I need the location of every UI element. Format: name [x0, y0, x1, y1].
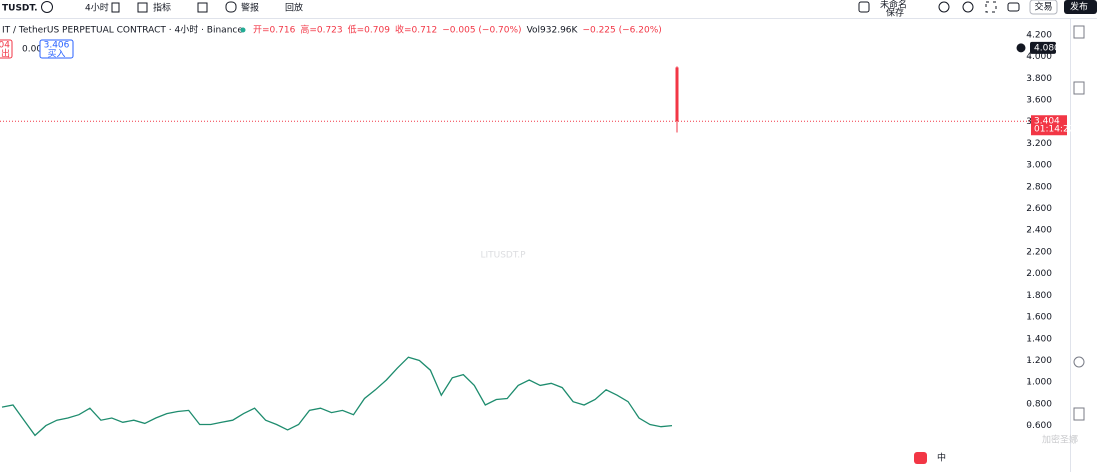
lang[interactable]: 中 [937, 452, 946, 464]
legend-item: 收=0.712 [395, 24, 437, 36]
chart-type-icon[interactable] [111, 2, 120, 13]
y-tick-label: 1.600 [1026, 313, 1052, 323]
author-watermark: 加密圣娜 [1042, 434, 1078, 446]
indicator-icon[interactable] [137, 2, 148, 13]
y-tick-label: 0.600 [1026, 421, 1052, 431]
y-tick-label: 1.400 [1026, 334, 1052, 344]
layout-status: 保存 [886, 7, 904, 19]
trade-button[interactable] [1029, 0, 1058, 15]
candle-body [675, 67, 679, 122]
y-tick-label: 3.600 [1026, 95, 1052, 105]
spread: 0.002 [22, 45, 48, 55]
y-tick-label: 1.800 [1026, 291, 1052, 301]
high-marker-badge [1030, 41, 1056, 54]
y-tick-label: 4.200 [1026, 30, 1052, 40]
legend-item: −0.005 (−0.70%) [442, 26, 521, 36]
publish[interactable]: 发布 [1070, 1, 1088, 13]
layout-name[interactable]: 未命名 [880, 0, 907, 11]
sidebar-icon[interactable] [1073, 356, 1085, 368]
y-tick-label: 1.200 [1026, 356, 1052, 366]
legend-item: 低=0.709 [348, 24, 391, 36]
high-marker-icon [1016, 43, 1026, 53]
sidebar-icon[interactable] [1073, 25, 1085, 39]
y-tick-label: 0.800 [1026, 399, 1052, 409]
y-tick-label: 2.200 [1026, 247, 1052, 257]
sidebar-icon[interactable] [1073, 81, 1085, 95]
buy-button[interactable] [39, 39, 74, 59]
buy-label[interactable]: 买入 [47, 49, 65, 60]
replay[interactable]: 回放 [285, 2, 303, 14]
search-icon[interactable] [938, 1, 950, 13]
y-tick-label: 2.800 [1026, 182, 1052, 192]
interval[interactable]: 4小时 [85, 2, 109, 14]
price-line [1, 356, 673, 437]
y-tick-label: 4.000 [1026, 52, 1052, 62]
buy-price[interactable]: 3.406 [44, 41, 70, 51]
sell-button[interactable] [0, 39, 13, 59]
symbol-watermark: LITUSDT.P [480, 251, 526, 261]
trade[interactable]: 交易 [1034, 1, 1052, 13]
fullscreen-icon[interactable] [985, 1, 997, 13]
legend-title: IT / TetherUS PERPETUAL CONTRACT · 4小时 ·… [2, 24, 243, 36]
logo [914, 452, 927, 464]
countdown: 01:14:22 [1034, 125, 1074, 135]
y-tick-label: 2.000 [1026, 269, 1052, 279]
sidebar-icon[interactable] [1073, 407, 1085, 421]
last-price-badge [1031, 115, 1067, 136]
plot: 0.600 0.800 1.000 1.200 1.400 1.600 1.800 2.000… [0, 30, 1074, 437]
add-icon[interactable] [41, 1, 53, 13]
snapshot-icon[interactable] [1007, 2, 1020, 12]
sell-price[interactable]: 04 [0, 41, 10, 51]
legend-item: Vol932.96K [527, 26, 579, 36]
symbol[interactable]: TUSDT. [2, 4, 38, 14]
legend-item: 开=0.716 [253, 25, 296, 36]
high-marker: 4.080 [1034, 43, 1060, 53]
alert-icon[interactable] [225, 1, 237, 13]
settings-icon[interactable] [962, 1, 974, 13]
last-price: 3.404 [1034, 117, 1060, 127]
alert[interactable]: 警报 [241, 2, 259, 14]
sell-label[interactable]: 出 [1, 48, 10, 60]
indicators[interactable]: 指标 [153, 2, 171, 14]
y-tick-label: 3.800 [1026, 74, 1052, 84]
y-tick-label: 3.000 [1026, 161, 1052, 171]
layout-checkbox[interactable] [858, 1, 870, 13]
y-tick-label: 1.000 [1026, 378, 1052, 388]
templates-icon[interactable] [197, 2, 208, 13]
legend-items: 开=0.716 高=0.723 低=0.709 收=0.712 −0.005 (−0.7… [253, 24, 662, 36]
y-tick-label: 2.600 [1026, 204, 1052, 214]
legend-item: 高=0.723 [300, 24, 342, 36]
publish-button[interactable] [1064, 0, 1097, 14]
y-tick-label: 3.200 [1026, 139, 1052, 149]
status-dot [240, 27, 246, 33]
y-tick-label: 2.400 [1026, 226, 1052, 236]
legend-item: −0.225 (−6.20%) [582, 26, 661, 36]
